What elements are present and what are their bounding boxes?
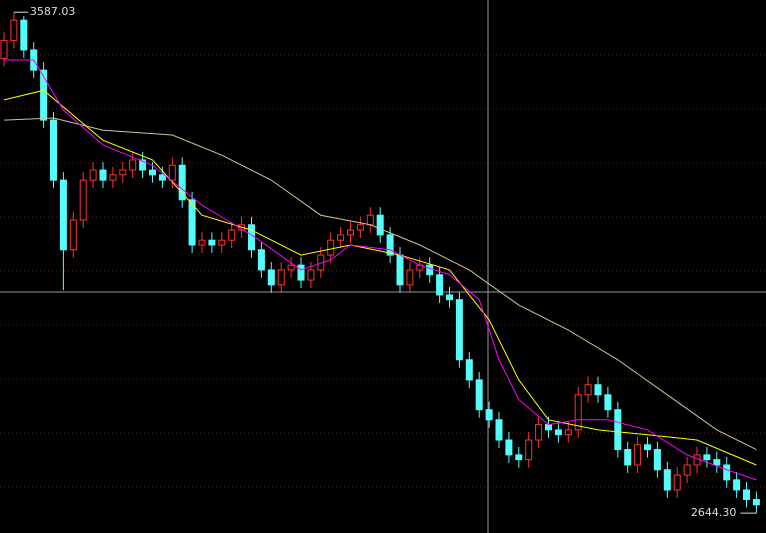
candle-body	[356, 224, 364, 231]
candle-body	[347, 229, 354, 236]
candle-body	[644, 444, 651, 451]
candle-body	[337, 234, 345, 241]
candle-body	[485, 409, 493, 421]
grid	[0, 54, 766, 488]
candle-body	[653, 449, 661, 471]
candle-body	[40, 69, 48, 121]
moving-average	[3, 89, 757, 466]
annotation-label: 3587.03	[30, 5, 76, 18]
candle-body	[634, 444, 642, 466]
candle-body	[713, 459, 721, 466]
candle-body	[109, 174, 117, 181]
candle-body	[287, 264, 295, 271]
candle-body	[297, 264, 305, 281]
candle-body	[663, 469, 671, 491]
candle-body	[446, 294, 453, 301]
annotation-label: 2644.30	[691, 506, 737, 519]
candle-body	[594, 384, 602, 396]
candle-body	[396, 254, 404, 286]
candle-body	[188, 199, 196, 246]
candle-body	[554, 429, 562, 436]
candle-body	[673, 474, 681, 491]
candle-body	[505, 439, 513, 456]
candle-body	[426, 264, 434, 276]
candle-body	[99, 169, 107, 181]
candle-body	[683, 464, 691, 476]
candle-body	[257, 249, 265, 271]
candle-body	[228, 229, 236, 241]
candle-body	[119, 169, 127, 176]
candle-body	[386, 234, 394, 256]
candle-body	[376, 214, 384, 236]
candle-body	[366, 214, 374, 226]
candle-body	[614, 409, 622, 451]
candle-body	[535, 424, 543, 441]
candle-body	[515, 454, 523, 461]
candle-body	[267, 269, 275, 286]
candle-body	[129, 159, 137, 171]
candle-body	[158, 174, 166, 181]
candle-body	[10, 19, 18, 41]
candle-body	[89, 169, 97, 181]
candle-body	[0, 39, 8, 59]
candle-body	[69, 219, 77, 251]
candle-body	[406, 269, 414, 286]
candle-body	[752, 499, 760, 506]
candle-body	[545, 424, 552, 431]
candle-body	[79, 179, 87, 221]
candle-body	[574, 394, 582, 431]
candle-body	[248, 224, 255, 251]
candle-body	[277, 269, 285, 286]
candle-body	[723, 464, 731, 481]
candle-body	[495, 419, 503, 441]
candle-body	[20, 19, 28, 51]
candle-body	[703, 454, 711, 461]
candle-body	[198, 239, 206, 246]
candle-body	[584, 384, 592, 396]
candle-body	[59, 179, 67, 251]
moving-average	[3, 117, 757, 451]
candle-body	[178, 164, 186, 201]
candle-body	[208, 239, 216, 246]
candle-body	[436, 274, 444, 296]
candle-body	[733, 479, 741, 491]
candle-body	[455, 299, 463, 361]
candle-body	[50, 119, 57, 181]
candle-body	[624, 449, 632, 466]
candle-body	[693, 454, 701, 466]
plot: 3587.03 2644.30	[0, 5, 760, 519]
candle-body	[465, 359, 473, 381]
candle-body	[307, 269, 315, 281]
candle-body	[564, 429, 572, 436]
candle-body	[475, 379, 483, 411]
candle-body	[743, 489, 750, 501]
candle-body	[604, 394, 612, 411]
candle-body	[168, 164, 176, 181]
candle-body	[139, 159, 147, 171]
candle-body	[327, 239, 335, 256]
moving-average	[4, 59, 757, 481]
candle-body	[149, 169, 156, 176]
candle-body	[218, 239, 226, 246]
candle-body	[525, 439, 533, 461]
